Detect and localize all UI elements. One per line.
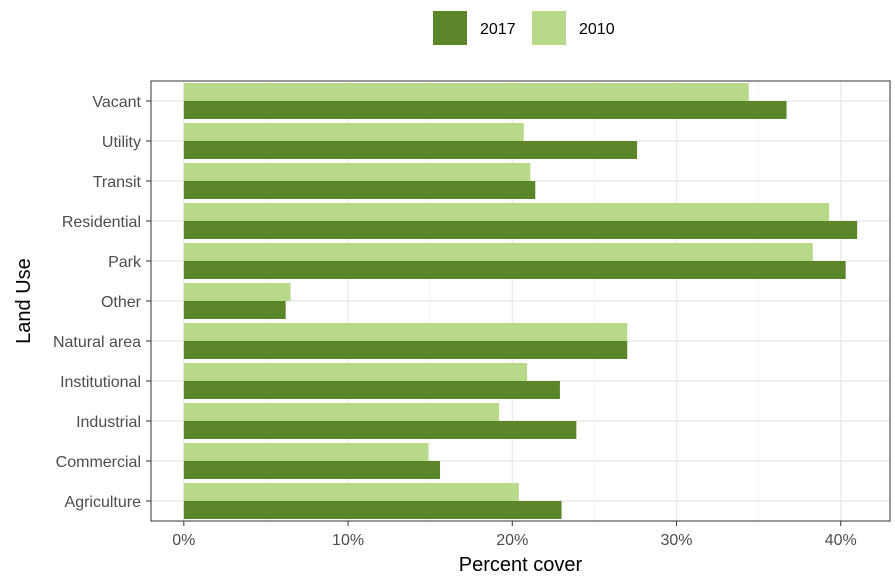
y-tick-label: Industrial — [76, 414, 141, 431]
bar-2010-other — [183, 283, 291, 301]
bar-2017-park — [183, 261, 846, 279]
y-tick-label: Other — [101, 294, 142, 311]
bars — [183, 83, 858, 519]
bar-2010-natural-area — [183, 323, 628, 341]
legend-label-2017: 2017 — [480, 21, 516, 38]
y-tick-label: Transit — [93, 174, 142, 191]
bar-2010-commercial — [183, 443, 429, 461]
y-tick-label: Natural area — [53, 334, 141, 351]
legend-label-2010: 2010 — [579, 21, 615, 38]
y-tick-label: Institutional — [60, 374, 141, 391]
y-tick-label: Residential — [62, 214, 141, 231]
bar-2010-residential — [183, 203, 830, 221]
bar-2017-utility — [183, 141, 638, 159]
legend: 2017 2010 — [433, 11, 615, 45]
bar-2017-residential — [183, 221, 858, 239]
x-axis-title: Percent cover — [459, 554, 583, 573]
bar-2010-transit — [183, 163, 531, 181]
y-tick-label: Vacant — [92, 94, 141, 111]
x-tick-label: 10% — [332, 532, 364, 549]
bar-2017-transit — [183, 181, 536, 199]
bar-2017-industrial — [183, 421, 577, 439]
bar-2017-commercial — [183, 461, 441, 479]
x-tick-label: 0% — [172, 532, 195, 549]
x-axis: 0% 10% 20% 30% 40% — [172, 521, 857, 549]
bar-2010-institutional — [183, 363, 528, 381]
y-tick-label: Commercial — [56, 454, 141, 471]
legend-key-2017 — [433, 11, 467, 45]
bar-2010-industrial — [183, 403, 500, 421]
y-tick-label: Park — [108, 254, 142, 271]
bar-2017-other — [183, 301, 286, 319]
bar-2017-institutional — [183, 381, 560, 399]
bar-2017-agriculture — [183, 501, 562, 519]
x-tick-label: 40% — [825, 532, 857, 549]
x-tick-label: 20% — [496, 532, 528, 549]
bar-2017-natural-area — [183, 341, 628, 359]
y-axis: Agriculture Commercial Industrial Instituti… — [53, 94, 151, 511]
bar-2010-park — [183, 243, 813, 261]
y-tick-label: Utility — [102, 134, 141, 151]
y-axis-title: Land Use — [13, 258, 35, 344]
bar-2010-vacant — [183, 83, 749, 101]
bar-2010-utility — [183, 123, 524, 141]
bar-2017-vacant — [183, 101, 787, 119]
bar-2010-agriculture — [183, 483, 519, 501]
x-tick-label: 30% — [660, 532, 692, 549]
legend-key-2010 — [532, 11, 566, 45]
y-tick-label: Agriculture — [65, 494, 142, 511]
